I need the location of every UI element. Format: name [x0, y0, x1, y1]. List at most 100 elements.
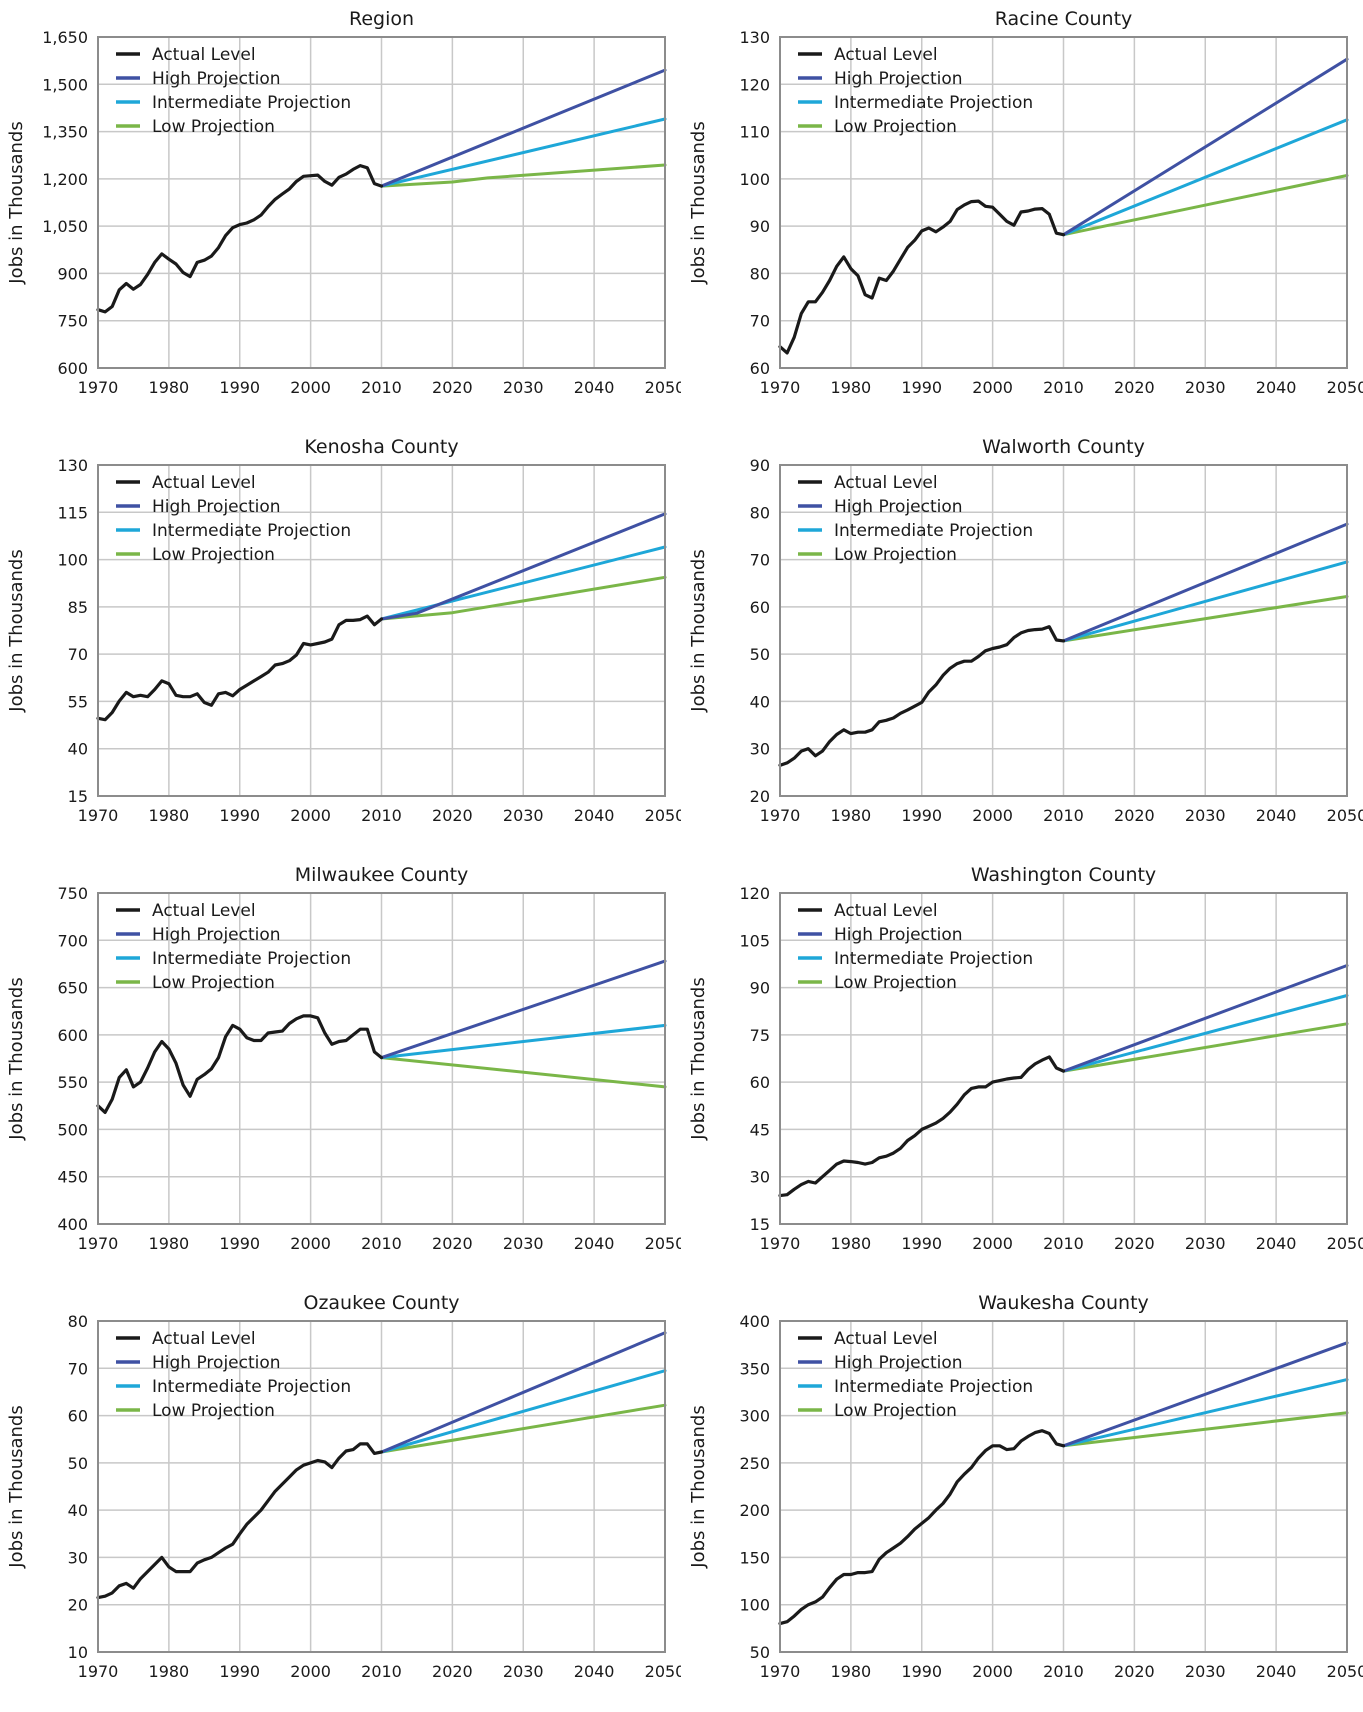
x-tick-label: 2040	[1256, 1234, 1297, 1253]
chart-title: Washington County	[971, 864, 1156, 886]
y-tick-label: 750	[57, 312, 88, 331]
chart-title: Kenosha County	[304, 436, 458, 458]
x-tick-label: 2000	[972, 806, 1013, 825]
x-tick-label: 1980	[149, 378, 190, 397]
series-line-high	[1062, 964, 1349, 1073]
y-tick-label: 10	[68, 1643, 88, 1662]
series-line-actual	[778, 1055, 1066, 1198]
y-tick-label: 60	[750, 598, 770, 617]
series-line-low	[380, 575, 667, 621]
y-tick-label: 700	[57, 931, 88, 950]
y-tick-label: 650	[57, 979, 88, 998]
x-tick-label: 1980	[149, 1662, 190, 1681]
x-tick-label: 2050	[1327, 806, 1363, 825]
legend-label-high: High Projection	[834, 69, 963, 89]
x-tick-label: 1970	[78, 1662, 119, 1681]
legend-label-high: High Projection	[834, 1353, 963, 1373]
y-tick-label: 30	[68, 1548, 88, 1567]
chart-panel: Waukesha County 1970 1980 1990 2000 2010 2020 2…	[688, 1292, 1363, 1681]
series-line-actual	[778, 1429, 1066, 1626]
y-tick-label: 120	[739, 884, 770, 903]
y-tick-label: 110	[739, 123, 770, 142]
legend-label-intermediate: Intermediate Projection	[834, 93, 1033, 113]
x-tick-label: 1980	[831, 1234, 872, 1253]
legend-label-intermediate: Intermediate Projection	[152, 949, 351, 969]
series-line-low	[1062, 174, 1349, 237]
series-line-actual	[778, 625, 1066, 767]
series-line-actual	[96, 1442, 384, 1600]
series-line-intermediate	[1062, 994, 1349, 1073]
series-line-intermediate	[380, 1369, 667, 1454]
x-tick-label: 2040	[574, 1662, 615, 1681]
series-line-high	[380, 1331, 667, 1454]
y-tick-label: 30	[750, 740, 770, 759]
x-tick-label: 1970	[760, 1662, 801, 1681]
chart-title: Region	[349, 8, 414, 30]
legend: Actual Level High Projection Intermediate …	[116, 1329, 351, 1421]
y-axis-label: Jobs in Thousands	[6, 549, 27, 712]
y-tick-label: 20	[68, 1596, 88, 1615]
y-tick-label: 80	[750, 503, 770, 522]
legend-label-low: Low Projection	[834, 545, 957, 565]
x-tick-label: 2000	[290, 806, 331, 825]
x-tick-label: 1970	[760, 806, 801, 825]
x-tick-label: 2000	[290, 1234, 331, 1253]
y-tick-label: 90	[750, 217, 770, 236]
legend-label-intermediate: Intermediate Projection	[152, 1377, 351, 1397]
x-tick-label: 2010	[1043, 806, 1084, 825]
y-tick-label: 100	[739, 170, 770, 189]
plot-border	[97, 464, 666, 797]
grid	[779, 1320, 1348, 1653]
series-line-actual	[96, 164, 384, 314]
series-line-high	[380, 959, 667, 1060]
x-tick-label: 1970	[760, 378, 801, 397]
x-tick-label: 1980	[831, 806, 872, 825]
y-tick-label: 40	[68, 1501, 88, 1520]
x-tick-label: 2020	[432, 1234, 473, 1253]
x-tick-label: 1980	[831, 378, 872, 397]
legend: Actual Level High Projection Intermediate …	[798, 1329, 1033, 1421]
x-tick-label: 2040	[574, 1234, 615, 1253]
legend-label-low: Low Projection	[152, 117, 275, 137]
legend-label-low: Low Projection	[834, 973, 957, 993]
legend-label-high: High Projection	[152, 925, 281, 945]
legend-label-high: High Projection	[152, 1353, 281, 1373]
y-axis-label: Jobs in Thousands	[6, 977, 27, 1140]
y-axis-label: Jobs in Thousands	[6, 121, 27, 284]
legend-label-low: Low Projection	[834, 1401, 957, 1421]
y-tick-label: 200	[739, 1501, 770, 1520]
legend-label-high: High Projection	[152, 69, 281, 89]
y-tick-label: 115	[57, 503, 88, 522]
x-tick-label: 2050	[1327, 378, 1363, 397]
legend-label-intermediate: Intermediate Projection	[834, 949, 1033, 969]
x-tick-label: 1990	[219, 806, 260, 825]
x-tick-label: 1990	[219, 378, 260, 397]
x-tick-label: 2030	[503, 378, 544, 397]
legend-label-actual: Actual Level	[834, 45, 938, 65]
series-line-intermediate	[1062, 560, 1349, 643]
y-tick-label: 350	[739, 1359, 770, 1378]
y-tick-label: 500	[57, 1120, 88, 1139]
series-line-high	[1062, 1341, 1349, 1448]
series-line-low	[380, 1056, 667, 1089]
x-tick-label: 1990	[901, 378, 942, 397]
x-tick-label: 1970	[78, 378, 119, 397]
x-tick-label: 1990	[219, 1662, 260, 1681]
grid	[779, 36, 1348, 369]
plot-border	[779, 464, 1348, 797]
x-tick-label: 2000	[972, 378, 1013, 397]
x-tick-label: 2000	[972, 1662, 1013, 1681]
chart-title: Ozaukee County	[303, 1292, 459, 1314]
x-tick-label: 2000	[290, 378, 331, 397]
y-tick-label: 50	[750, 1643, 770, 1662]
legend-label-low: Low Projection	[834, 117, 957, 137]
plot-border	[97, 1320, 666, 1653]
series-line-high	[380, 512, 667, 621]
y-tick-label: 100	[57, 551, 88, 570]
y-tick-label: 80	[750, 264, 770, 283]
legend-label-actual: Actual Level	[152, 473, 256, 493]
x-tick-label: 1990	[901, 1662, 942, 1681]
x-tick-label: 2050	[645, 806, 681, 825]
x-tick-label: 2030	[503, 1234, 544, 1253]
